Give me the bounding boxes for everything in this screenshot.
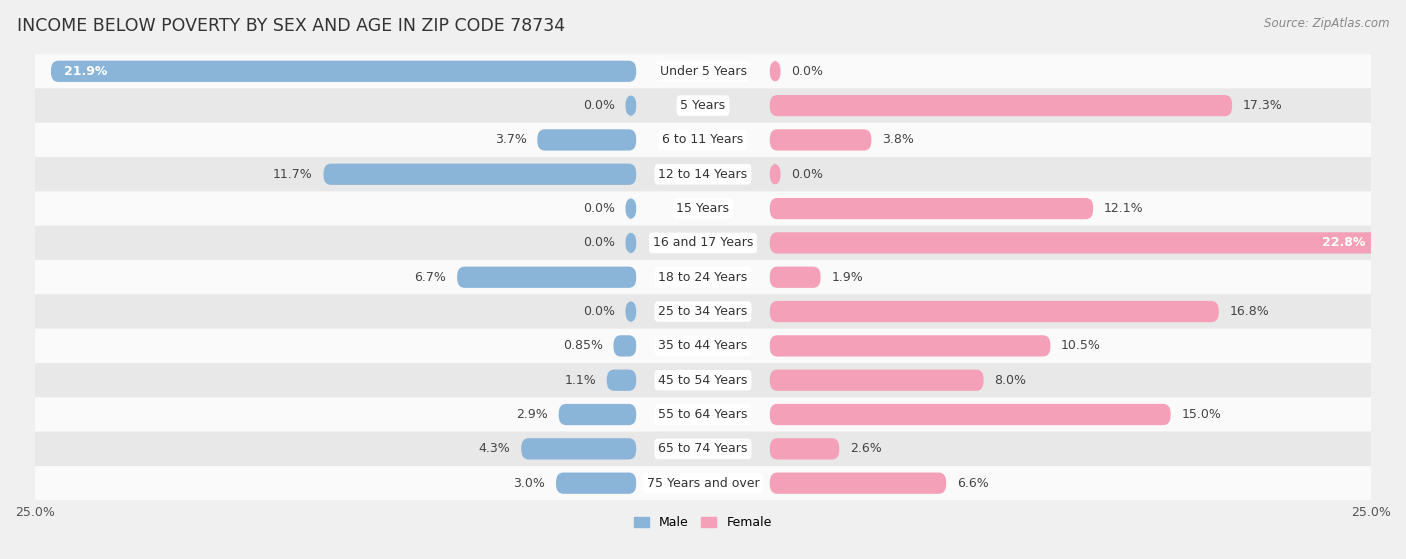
FancyBboxPatch shape [522, 438, 636, 459]
FancyBboxPatch shape [626, 301, 636, 322]
FancyBboxPatch shape [770, 335, 1050, 357]
Text: 0.0%: 0.0% [583, 236, 614, 249]
Text: 11.7%: 11.7% [273, 168, 314, 181]
FancyBboxPatch shape [770, 95, 1232, 116]
Text: 2.9%: 2.9% [516, 408, 548, 421]
Text: 6 to 11 Years: 6 to 11 Years [662, 134, 744, 146]
FancyBboxPatch shape [35, 123, 1371, 157]
Text: 1.1%: 1.1% [564, 374, 596, 387]
Text: 8.0%: 8.0% [994, 374, 1026, 387]
FancyBboxPatch shape [51, 60, 636, 82]
Text: Source: ZipAtlas.com: Source: ZipAtlas.com [1264, 17, 1389, 30]
Text: 15 Years: 15 Years [676, 202, 730, 215]
FancyBboxPatch shape [558, 404, 636, 425]
Text: 6.7%: 6.7% [415, 271, 447, 284]
Text: 0.0%: 0.0% [792, 168, 823, 181]
FancyBboxPatch shape [555, 472, 636, 494]
FancyBboxPatch shape [35, 363, 1371, 397]
FancyBboxPatch shape [770, 164, 780, 185]
FancyBboxPatch shape [770, 60, 780, 82]
Text: Under 5 Years: Under 5 Years [659, 65, 747, 78]
Text: 0.0%: 0.0% [583, 202, 614, 215]
Text: 10.5%: 10.5% [1062, 339, 1101, 352]
FancyBboxPatch shape [457, 267, 636, 288]
FancyBboxPatch shape [626, 95, 636, 116]
FancyBboxPatch shape [35, 397, 1371, 432]
Text: 21.9%: 21.9% [65, 65, 108, 78]
Text: 6.6%: 6.6% [957, 477, 988, 490]
FancyBboxPatch shape [770, 129, 872, 150]
Text: 22.8%: 22.8% [1323, 236, 1365, 249]
FancyBboxPatch shape [35, 54, 1371, 88]
FancyBboxPatch shape [35, 466, 1371, 500]
Text: 16.8%: 16.8% [1229, 305, 1270, 318]
FancyBboxPatch shape [770, 438, 839, 459]
Text: 3.7%: 3.7% [495, 134, 527, 146]
Text: 75 Years and over: 75 Years and over [647, 477, 759, 490]
Text: 0.0%: 0.0% [583, 99, 614, 112]
FancyBboxPatch shape [770, 369, 984, 391]
FancyBboxPatch shape [537, 129, 636, 150]
FancyBboxPatch shape [607, 369, 636, 391]
Text: 1.9%: 1.9% [831, 271, 863, 284]
Text: 12 to 14 Years: 12 to 14 Years [658, 168, 748, 181]
FancyBboxPatch shape [35, 191, 1371, 226]
FancyBboxPatch shape [35, 295, 1371, 329]
FancyBboxPatch shape [35, 226, 1371, 260]
Text: 5 Years: 5 Years [681, 99, 725, 112]
FancyBboxPatch shape [35, 260, 1371, 295]
Text: 25 to 34 Years: 25 to 34 Years [658, 305, 748, 318]
FancyBboxPatch shape [626, 198, 636, 219]
FancyBboxPatch shape [35, 329, 1371, 363]
FancyBboxPatch shape [613, 335, 636, 357]
Text: 16 and 17 Years: 16 and 17 Years [652, 236, 754, 249]
FancyBboxPatch shape [626, 233, 636, 254]
Text: 0.0%: 0.0% [792, 65, 823, 78]
Text: 17.3%: 17.3% [1243, 99, 1282, 112]
Text: 18 to 24 Years: 18 to 24 Years [658, 271, 748, 284]
FancyBboxPatch shape [35, 88, 1371, 123]
FancyBboxPatch shape [770, 198, 1092, 219]
Text: 45 to 54 Years: 45 to 54 Years [658, 374, 748, 387]
FancyBboxPatch shape [35, 432, 1371, 466]
FancyBboxPatch shape [323, 164, 636, 185]
Text: 12.1%: 12.1% [1104, 202, 1143, 215]
Text: 3.8%: 3.8% [882, 134, 914, 146]
Text: 2.6%: 2.6% [851, 442, 882, 456]
Text: 65 to 74 Years: 65 to 74 Years [658, 442, 748, 456]
FancyBboxPatch shape [35, 157, 1371, 191]
Text: 0.0%: 0.0% [583, 305, 614, 318]
Legend: Male, Female: Male, Female [630, 511, 776, 534]
FancyBboxPatch shape [770, 233, 1379, 254]
Text: 35 to 44 Years: 35 to 44 Years [658, 339, 748, 352]
FancyBboxPatch shape [770, 472, 946, 494]
Text: 55 to 64 Years: 55 to 64 Years [658, 408, 748, 421]
FancyBboxPatch shape [770, 301, 1219, 322]
Text: 15.0%: 15.0% [1181, 408, 1222, 421]
FancyBboxPatch shape [770, 267, 821, 288]
Text: 4.3%: 4.3% [479, 442, 510, 456]
Text: 0.85%: 0.85% [562, 339, 603, 352]
Text: INCOME BELOW POVERTY BY SEX AND AGE IN ZIP CODE 78734: INCOME BELOW POVERTY BY SEX AND AGE IN Z… [17, 17, 565, 35]
Text: 3.0%: 3.0% [513, 477, 546, 490]
FancyBboxPatch shape [770, 404, 1171, 425]
